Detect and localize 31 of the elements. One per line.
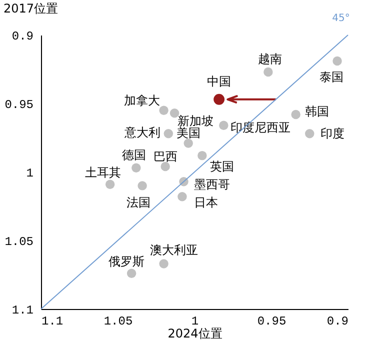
series-label: 巴西 [153, 150, 178, 164]
series-label: 俄罗斯 [108, 254, 145, 268]
series-label: 英国 [210, 160, 234, 174]
x-tick-label: 0.95 [257, 314, 286, 328]
y-tick-label: 1.05 [4, 235, 34, 249]
series-label: 墨西哥 [194, 178, 230, 192]
x-axis-title: 2024位置 [168, 326, 222, 340]
series-label: 越南 [258, 52, 282, 66]
x-tick-label: 1.1 [42, 314, 64, 328]
y-tick-label: 1 [26, 166, 34, 180]
x-tick-label: 1 [191, 314, 199, 328]
y-tick-label: 0.9 [12, 30, 34, 44]
series-label: 德国 [122, 148, 146, 162]
series-label: 意大利 [123, 126, 160, 140]
series-label: 澳大利亚 [150, 242, 198, 257]
series-label: 印度尼西亚 [230, 120, 291, 134]
y-tick-label: 0.95 [4, 98, 34, 112]
series-label: 韩国 [304, 104, 329, 118]
series-label: 中国 [207, 74, 232, 88]
x-tick-label: 1.05 [104, 314, 133, 328]
series-label: 法国 [126, 196, 150, 210]
series-label: 印度 [320, 126, 345, 141]
series-label: 泰国 [319, 70, 344, 84]
x-tick-label: 0.9 [326, 314, 348, 328]
series-label: 加拿大 [124, 93, 160, 108]
series-label: 土耳其 [85, 165, 122, 180]
y-tick-label: 1.1 [12, 304, 34, 318]
series-label: 美国 [176, 126, 200, 140]
text: 45° [332, 13, 350, 24]
series-label: 日本 [194, 196, 218, 210]
y-axis-title: 2017位置 [4, 2, 58, 16]
